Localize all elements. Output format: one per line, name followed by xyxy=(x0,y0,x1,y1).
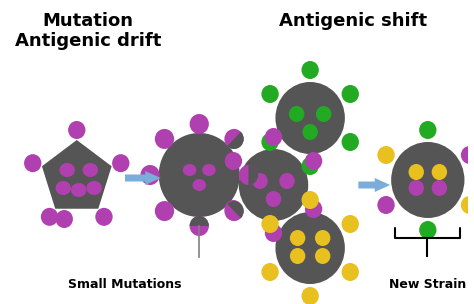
Circle shape xyxy=(432,180,447,196)
Circle shape xyxy=(409,164,424,180)
Circle shape xyxy=(409,180,424,196)
Circle shape xyxy=(225,200,242,218)
Ellipse shape xyxy=(55,181,71,195)
Circle shape xyxy=(24,154,41,172)
Ellipse shape xyxy=(71,183,86,197)
Circle shape xyxy=(289,106,304,122)
Circle shape xyxy=(261,215,279,233)
Ellipse shape xyxy=(86,181,102,195)
Circle shape xyxy=(461,196,474,214)
Text: New Strain: New Strain xyxy=(389,278,466,291)
Circle shape xyxy=(265,224,282,242)
Circle shape xyxy=(112,154,129,172)
Polygon shape xyxy=(42,140,111,209)
Circle shape xyxy=(316,106,331,122)
Circle shape xyxy=(377,146,395,164)
Circle shape xyxy=(342,133,359,151)
Circle shape xyxy=(279,173,295,189)
Circle shape xyxy=(140,165,160,185)
Circle shape xyxy=(41,208,58,226)
Circle shape xyxy=(305,200,322,218)
Circle shape xyxy=(301,287,319,304)
Wedge shape xyxy=(248,165,258,185)
Circle shape xyxy=(159,133,240,217)
Circle shape xyxy=(155,201,174,221)
Circle shape xyxy=(301,61,319,79)
Circle shape xyxy=(342,85,359,103)
Circle shape xyxy=(239,149,308,221)
Text: Small Mutations: Small Mutations xyxy=(68,278,182,291)
Circle shape xyxy=(225,152,242,170)
Ellipse shape xyxy=(192,179,206,191)
Circle shape xyxy=(224,129,244,149)
Circle shape xyxy=(315,248,330,264)
Ellipse shape xyxy=(59,163,75,177)
FancyArrow shape xyxy=(358,178,390,192)
Circle shape xyxy=(377,196,395,214)
Circle shape xyxy=(302,124,318,140)
Circle shape xyxy=(305,152,322,170)
Circle shape xyxy=(419,121,437,139)
Ellipse shape xyxy=(202,164,216,176)
Circle shape xyxy=(275,82,345,154)
Circle shape xyxy=(461,146,474,164)
Circle shape xyxy=(315,230,330,246)
Circle shape xyxy=(261,85,279,103)
Circle shape xyxy=(55,210,73,228)
Wedge shape xyxy=(190,216,209,226)
Circle shape xyxy=(301,191,319,209)
Circle shape xyxy=(68,121,85,139)
Circle shape xyxy=(239,165,258,185)
Text: Antigenic shift: Antigenic shift xyxy=(280,12,428,30)
Circle shape xyxy=(224,201,244,221)
Circle shape xyxy=(190,114,209,134)
Circle shape xyxy=(261,133,279,151)
Circle shape xyxy=(266,191,281,207)
Circle shape xyxy=(252,173,268,189)
Circle shape xyxy=(190,216,209,236)
Circle shape xyxy=(275,212,345,284)
Circle shape xyxy=(155,129,174,149)
Circle shape xyxy=(265,128,282,146)
Ellipse shape xyxy=(183,164,196,176)
Circle shape xyxy=(342,263,359,281)
Circle shape xyxy=(95,208,113,226)
Circle shape xyxy=(290,248,305,264)
Wedge shape xyxy=(227,201,244,218)
Circle shape xyxy=(301,157,319,175)
Circle shape xyxy=(261,263,279,281)
Wedge shape xyxy=(227,132,244,149)
Circle shape xyxy=(391,142,465,218)
Circle shape xyxy=(432,164,447,180)
FancyArrow shape xyxy=(125,171,161,185)
Ellipse shape xyxy=(82,163,98,177)
Circle shape xyxy=(419,221,437,239)
Text: Mutation
Antigenic drift: Mutation Antigenic drift xyxy=(15,12,162,50)
Circle shape xyxy=(290,230,305,246)
Circle shape xyxy=(342,215,359,233)
